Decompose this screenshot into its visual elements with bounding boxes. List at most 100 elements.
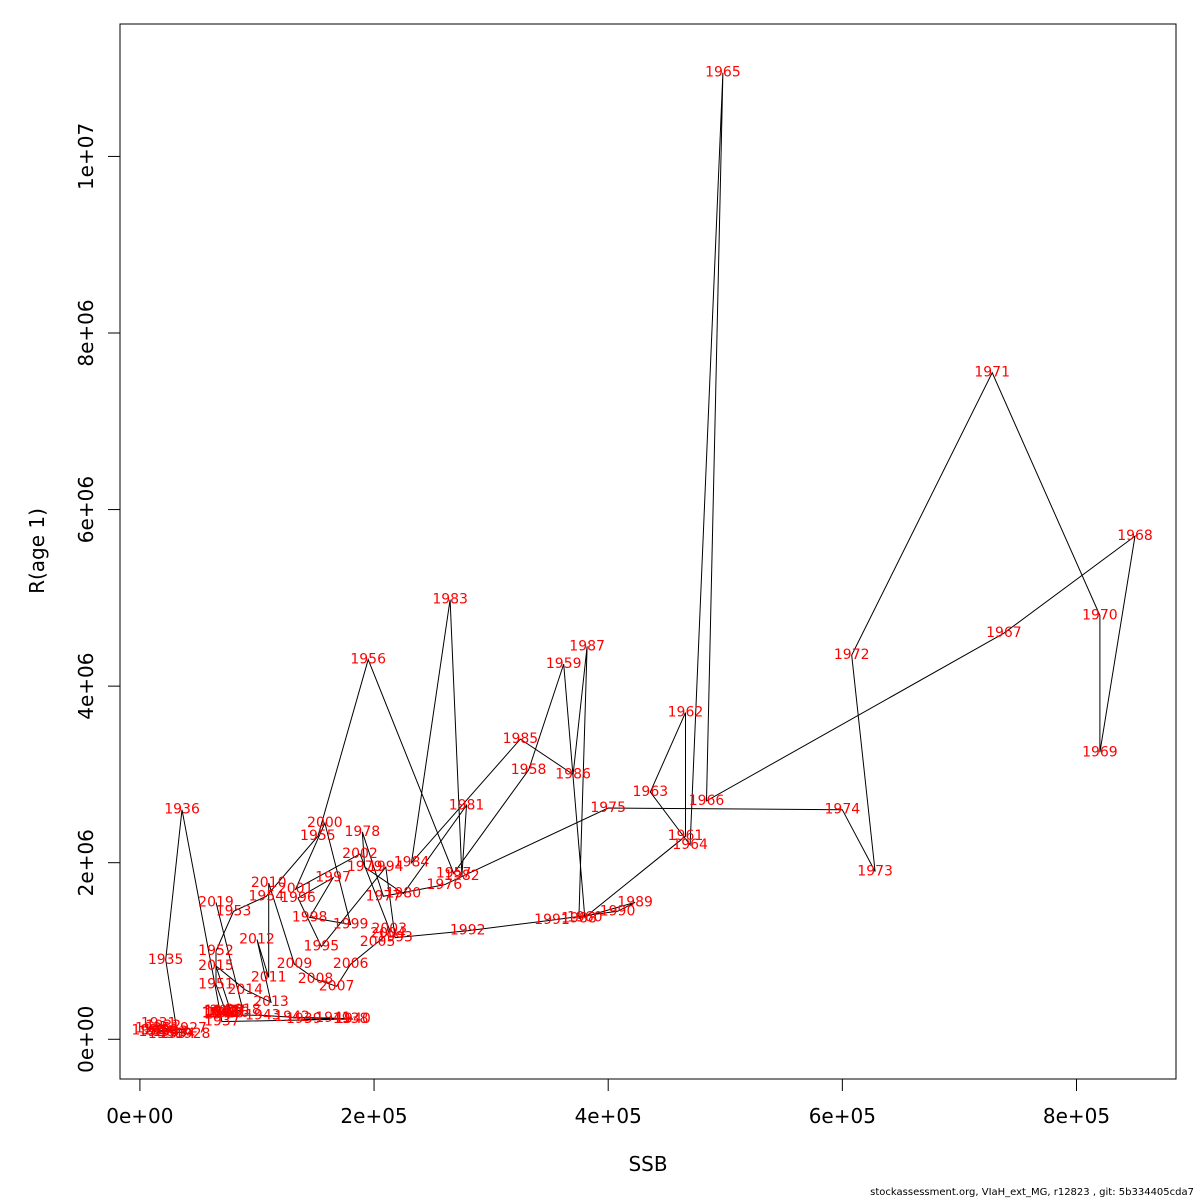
point-label: 1959 (546, 656, 582, 672)
point-label: 1955 (300, 828, 336, 844)
point-label: 1964 (672, 837, 708, 853)
point-label: 1960 (567, 909, 603, 925)
point-label: 1981 (449, 797, 485, 813)
point-label: 1927 (171, 1021, 207, 1037)
point-label: 1985 (503, 731, 539, 747)
point-label: 1993 (377, 930, 413, 946)
point-label: 1984 (394, 855, 430, 871)
x-tick-label: 8e+05 (1043, 1104, 1110, 1128)
point-label: 1991 (534, 912, 570, 928)
plot-frame (119, 23, 1177, 1080)
point-label: 1986 (555, 766, 591, 782)
y-tick-label: 8e+06 (74, 299, 98, 366)
point-label: 1971 (974, 365, 1010, 381)
y-tick-label: 1e+07 (74, 123, 98, 190)
series-line (149, 72, 1136, 1035)
point-label: 2004 (370, 925, 406, 941)
point-label: 1938 (333, 1011, 369, 1027)
point-label: 2010 (251, 875, 287, 891)
point-label: 1943 (245, 1007, 281, 1023)
point-label: 1977 (366, 888, 402, 904)
point-label: 2002 (342, 846, 378, 862)
x-tick-label: 4e+05 (575, 1104, 642, 1128)
point-label: 1951 (198, 977, 234, 993)
y-tick-label: 6e+06 (74, 476, 98, 543)
point-label: 1989 (617, 894, 653, 910)
x-axis-title: SSB (628, 1152, 667, 1176)
point-label: 1965 (705, 65, 741, 81)
point-label: 1939 (286, 1011, 322, 1027)
point-label: 1948 (204, 1003, 240, 1019)
point-label: 1980 (385, 886, 421, 902)
x-axis: 0e+00 2e+05 4e+05 6e+05 8e+05 (106, 1078, 1110, 1128)
point-label: 1953 (216, 903, 252, 919)
point-label: 1994 (368, 859, 404, 875)
y-tick-label: 4e+06 (74, 653, 98, 720)
point-label: 1973 (857, 864, 893, 880)
point-label: 1979 (347, 859, 383, 875)
point-label: 1970 (1082, 608, 1118, 624)
point-label: 1972 (834, 647, 870, 663)
point-label: 1976 (426, 877, 462, 893)
point-label: 1967 (986, 625, 1022, 641)
point-label: 1998 (292, 909, 328, 925)
point-label: 1999 (333, 917, 369, 933)
point-label: 1968 (1117, 528, 1153, 544)
point-label: 1954 (249, 888, 285, 904)
point-label: 1963 (633, 784, 669, 800)
point-label: 2018 (225, 1002, 261, 1018)
point-label: 2008 (298, 971, 334, 987)
y-tick-label: 0e+00 (74, 1006, 98, 1073)
point-label: 2003 (371, 921, 407, 937)
point-label: 1961 (668, 828, 704, 844)
point-label: 2001 (278, 881, 314, 897)
point-label: 2007 (319, 978, 355, 994)
point-label: 1942 (274, 1009, 310, 1025)
point-label: 1975 (590, 800, 626, 816)
point-label: 1946 (202, 1005, 238, 1021)
point-label: 1966 (689, 793, 725, 809)
point-label: 1987 (569, 638, 605, 654)
x-tick-label: 2e+05 (340, 1104, 407, 1128)
point-label: 2015 (198, 958, 234, 974)
point-label: 1935 (148, 952, 184, 968)
point-label: 1925 (135, 1021, 171, 1037)
point-label: 1933 (153, 1024, 189, 1040)
point-label: 1956 (350, 652, 386, 668)
point-labels: 1924192519261927192819291930193119321933… (131, 65, 1152, 1042)
point-label: 1952 (198, 943, 234, 959)
point-label: 1936 (164, 802, 200, 818)
x-tick-label: 6e+05 (809, 1104, 876, 1128)
point-label: 1924 (131, 1022, 167, 1038)
x-tick-label: 0e+00 (106, 1104, 173, 1128)
point-label: 1990 (600, 903, 636, 919)
point-label: 1931 (141, 1015, 177, 1031)
point-label: 1995 (304, 939, 340, 955)
point-label: 1930 (148, 1026, 184, 1042)
point-label: 1988 (561, 910, 597, 926)
point-label: 2000 (307, 815, 343, 831)
y-axis-title: R(age 1) (25, 508, 49, 594)
point-label: 1962 (668, 705, 704, 721)
point-label: 1934 (160, 1026, 196, 1042)
point-label: 2012 (239, 932, 275, 948)
point-label: 1940 (335, 1011, 371, 1027)
point-label: 1974 (825, 802, 861, 818)
point-label: 1982 (444, 868, 480, 884)
point-label: 1957 (436, 865, 472, 881)
point-label: 1944 (204, 1007, 240, 1023)
point-label: 2006 (333, 956, 369, 972)
point-label: 1928 (175, 1026, 211, 1042)
point-label: 1958 (511, 762, 547, 778)
point-label: 1932 (145, 1018, 181, 1034)
point-label: 2011 (251, 969, 287, 985)
point-label: 2019 (198, 894, 234, 910)
point-label: 2016 (213, 1005, 249, 1021)
point-label: 2013 (253, 994, 289, 1010)
point-label: 1949 (206, 1005, 242, 1021)
point-label: 2017 (210, 1003, 246, 1019)
point-label: 2005 (360, 934, 396, 950)
y-axis: 0e+00 2e+06 4e+06 6e+06 8e+06 1e+07 (74, 123, 121, 1073)
point-label: 1937 (204, 1014, 240, 1030)
